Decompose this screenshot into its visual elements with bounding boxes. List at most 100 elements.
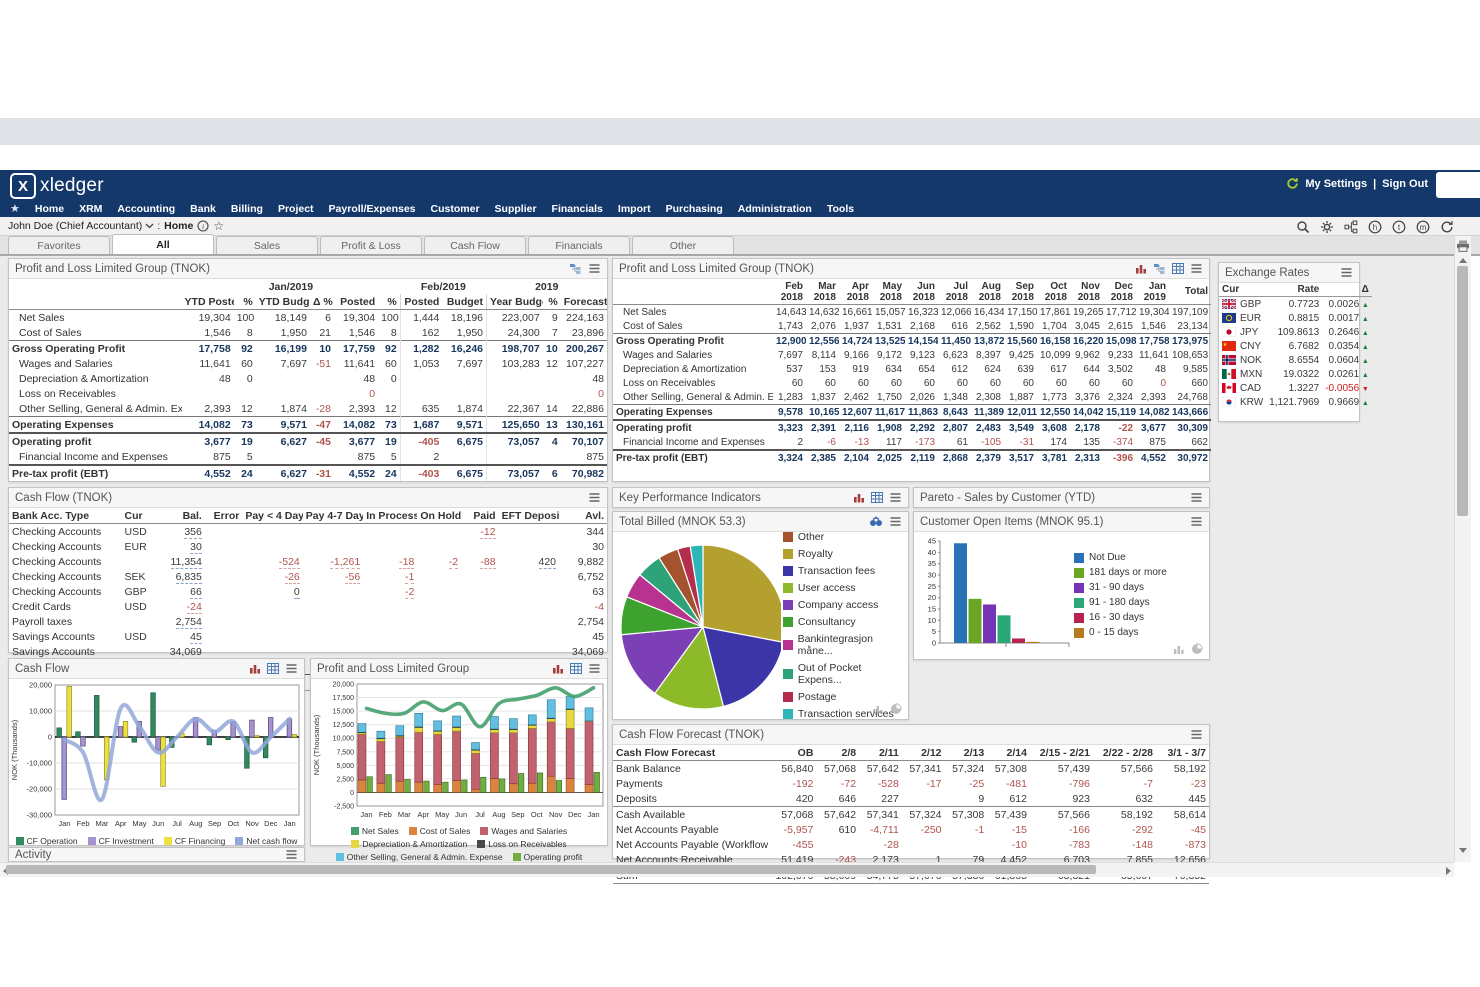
panel-menu-icon[interactable] <box>1190 492 1203 503</box>
menu-item-xrm[interactable]: XRM <box>79 202 103 215</box>
favorites-star-icon[interactable]: ★ <box>10 203 20 215</box>
table-cell[interactable]: 34,069 <box>169 645 202 659</box>
tab-favorites[interactable]: Favorites <box>8 236 110 254</box>
tasks-circle-icon[interactable]: t <box>1392 220 1406 234</box>
info-icon[interactable]: i <box>197 220 209 232</box>
table-cell[interactable]: 66 <box>190 585 202 599</box>
total-billed-pie-chart[interactable] <box>613 533 781 717</box>
quick-search-box[interactable] <box>1436 172 1480 198</box>
table-cell[interactable]: 2,754 <box>175 615 202 629</box>
fx-row-cad[interactable]: CAD 1.3227 -0.0056 ▼ <box>1219 381 1372 395</box>
table-cell[interactable]: -1 <box>405 570 415 584</box>
table-cell[interactable]: -12 <box>480 525 496 539</box>
bar-chart-small-icon[interactable] <box>872 703 884 715</box>
panel-menu-icon[interactable] <box>889 492 902 503</box>
menu-item-customer[interactable]: Customer <box>430 202 480 215</box>
gear-icon[interactable] <box>1320 220 1334 234</box>
fx-row-cny[interactable]: CNY 6.7682 0.0354 ▲ <box>1219 339 1372 353</box>
table-cell[interactable]: 0 <box>293 585 300 599</box>
menu-item-tools[interactable]: Tools <box>826 202 855 215</box>
table-cell[interactable]: -2 <box>448 555 459 569</box>
menu-item-purchasing[interactable]: Purchasing <box>665 202 723 215</box>
table-cell[interactable]: 45 <box>190 630 202 644</box>
menu-item-accounting[interactable]: Accounting <box>117 202 176 215</box>
table-cell[interactable]: 6,835 <box>175 570 202 584</box>
table-cell[interactable]: 356 <box>184 525 202 539</box>
table-cell[interactable]: -1,261 <box>330 555 361 569</box>
table-cell[interactable]: -18 <box>399 555 415 569</box>
sign-out-link[interactable]: Sign Out <box>1382 177 1428 190</box>
hierarchy-icon[interactable] <box>569 263 582 274</box>
menu-item-import[interactable]: Import <box>617 202 651 215</box>
pie-chart-small-icon[interactable] <box>1191 643 1203 655</box>
binoculars-icon[interactable] <box>869 516 883 527</box>
refresh-icon[interactable] <box>1440 220 1454 234</box>
table-cell[interactable]: 30 <box>190 540 202 554</box>
tab-cash-flow[interactable]: Cash Flow <box>424 236 526 254</box>
messages-circle-icon[interactable]: m <box>1416 220 1430 234</box>
table-icon[interactable] <box>1172 263 1184 274</box>
panel-menu-icon[interactable] <box>285 849 298 860</box>
table-icon[interactable] <box>267 663 279 674</box>
tab-profit-loss[interactable]: Profit & Loss <box>320 236 422 254</box>
menu-item-project[interactable]: Project <box>277 202 314 215</box>
panel-menu-icon[interactable] <box>588 263 601 274</box>
fx-row-krw[interactable]: KRW 1,121.7969 0.9669 ▲ <box>1219 395 1372 409</box>
favorite-page-icon[interactable]: ☆ <box>213 219 225 233</box>
horizontal-scroll-thumb[interactable] <box>6 865 1096 874</box>
xledger-logo[interactable]: X xledger <box>10 173 104 199</box>
scroll-left-icon[interactable] <box>3 867 8 875</box>
breadcrumb[interactable]: Home <box>164 220 194 232</box>
fx-row-nok[interactable]: NOK 8.6554 0.0604 ▲ <box>1219 353 1372 367</box>
panel-menu-icon[interactable] <box>1340 267 1353 278</box>
panel-menu-icon[interactable] <box>588 663 601 674</box>
fx-row-mxn[interactable]: MXN 19.0322 0.0261 ▲ <box>1219 367 1372 381</box>
scroll-up-icon[interactable] <box>1459 258 1467 263</box>
printer-icon[interactable] <box>1456 240 1470 252</box>
panel-menu-icon[interactable] <box>889 516 902 527</box>
fx-row-gbp[interactable]: GBP 0.7723 0.0026 ▲ <box>1219 297 1372 312</box>
table-cell[interactable]: -88 <box>480 555 496 569</box>
table-cell[interactable]: 11,354 <box>170 555 202 569</box>
table-cell[interactable]: -2 <box>405 585 415 599</box>
search-icon[interactable] <box>1296 220 1310 234</box>
menu-item-supplier[interactable]: Supplier <box>494 202 537 215</box>
table-cell[interactable]: -56 <box>345 570 361 584</box>
chevron-down-icon[interactable] <box>145 223 154 229</box>
flowchart-icon[interactable] <box>1344 220 1358 234</box>
panel-menu-icon[interactable] <box>1190 729 1203 740</box>
panel-menu-icon[interactable] <box>1190 516 1203 527</box>
fx-row-eur[interactable]: EUR 0.8815 0.0017 ▲ <box>1219 311 1372 325</box>
session-refresh-icon[interactable] <box>1286 177 1299 190</box>
my-settings-link[interactable]: My Settings <box>1305 177 1368 190</box>
user-context[interactable]: John Doe (Chief Accountant) <box>8 220 143 232</box>
table-icon[interactable] <box>871 492 883 503</box>
chart-icon[interactable] <box>853 492 865 503</box>
tab-financials[interactable]: Financials <box>528 236 630 254</box>
chart-icon[interactable] <box>552 663 564 674</box>
cash-flow-chart[interactable]: 20,000 10,000 0 -10,000 -20,000 -30,000 Jan Feb… <box>9 679 304 831</box>
tab-sales[interactable]: Sales <box>216 236 318 254</box>
menu-item-billing[interactable]: Billing <box>230 202 263 215</box>
table-cell[interactable]: 420 <box>538 555 557 569</box>
chart-icon[interactable] <box>1135 263 1147 274</box>
vertical-scroll-thumb[interactable] <box>1457 266 1468 516</box>
table-icon[interactable] <box>570 663 582 674</box>
panel-menu-icon[interactable] <box>285 663 298 674</box>
table-cell[interactable]: -26 <box>284 570 300 584</box>
menu-item-financials[interactable]: Financials <box>551 202 603 215</box>
pie-chart-small-icon[interactable] <box>890 703 902 715</box>
menu-item-administration[interactable]: Administration <box>737 202 812 215</box>
chart-icon[interactable] <box>249 663 261 674</box>
fx-row-jpy[interactable]: JPY 109.8613 0.2646 ▲ <box>1219 325 1372 339</box>
menu-item-payroll-expenses[interactable]: Payroll/Expenses <box>328 202 416 215</box>
panel-menu-icon[interactable] <box>588 492 601 503</box>
bar-chart-small-icon[interactable] <box>1173 643 1185 655</box>
scroll-down-icon[interactable] <box>1459 848 1467 853</box>
menu-item-home[interactable]: Home <box>34 202 65 215</box>
panel-menu-icon[interactable] <box>1190 263 1203 274</box>
menu-item-bank[interactable]: Bank <box>190 202 216 215</box>
hierarchy-icon[interactable] <box>1153 263 1166 274</box>
table-cell[interactable]: -24 <box>186 600 202 614</box>
table-cell[interactable]: -524 <box>278 555 300 569</box>
